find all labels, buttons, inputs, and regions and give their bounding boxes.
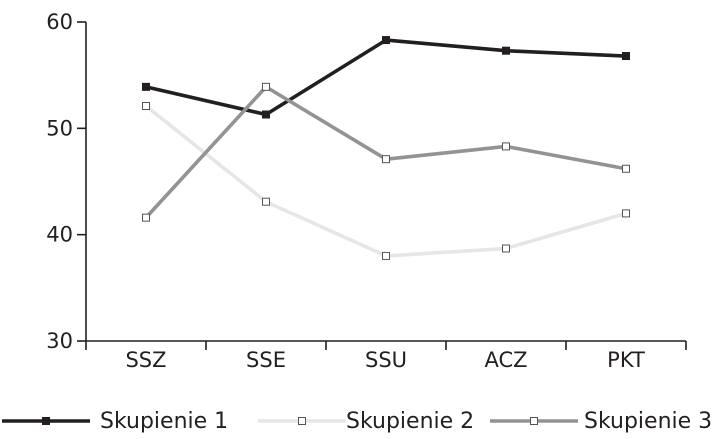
series-2-point [502, 244, 510, 253]
series-1-point [262, 110, 270, 119]
legend-marker-2 [298, 417, 306, 425]
series-1-point [622, 52, 630, 61]
series-2-point [622, 209, 630, 218]
axes: 30 40 50 60 SSZ SSE SSU ACZ PKT [46, 10, 687, 372]
series-1-point [142, 82, 150, 91]
series-3-point [382, 155, 390, 164]
plot-area [142, 36, 630, 260]
series-1-point [502, 46, 510, 55]
y-tick-label: 60 [46, 10, 73, 34]
legend: Skupienie 1 Skupienie 2 Skupienie 3 [2, 409, 712, 434]
legend-label-2: Skupienie 2 [346, 409, 474, 434]
y-tick-label: 40 [46, 223, 73, 247]
series-line-3 [144, 85, 627, 219]
series-2-point [382, 251, 390, 260]
series-3-point [622, 164, 630, 173]
series-1-point [382, 36, 390, 45]
legend-marker-1 [42, 417, 50, 425]
series-line-2 [144, 104, 627, 258]
y-tick-label: 50 [46, 116, 73, 140]
series-2-point [142, 102, 150, 111]
series-3-point [142, 213, 150, 222]
series-3-point [262, 82, 270, 91]
x-tick-label: SSZ [125, 348, 166, 372]
series-line-1 [145, 38, 627, 117]
x-tick-label: SSU [365, 348, 407, 372]
legend-marker-3 [530, 417, 538, 425]
x-tick-label: SSE [246, 348, 286, 372]
x-tick-label: ACZ [484, 348, 527, 372]
y-tick-label: 30 [46, 329, 73, 353]
legend-label-1: Skupienie 1 [100, 409, 228, 434]
series-3-point [502, 142, 510, 151]
legend-label-3: Skupienie 3 [584, 409, 712, 434]
series-2-point [262, 197, 270, 206]
x-tick-label: PKT [607, 348, 645, 372]
